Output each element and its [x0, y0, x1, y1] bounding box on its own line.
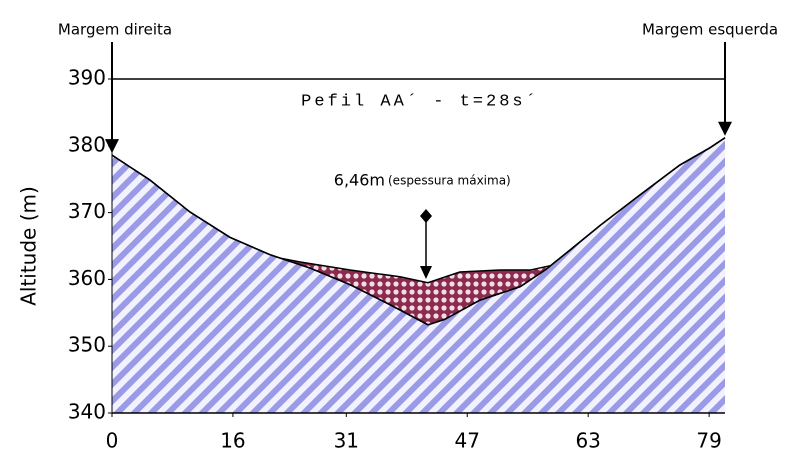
- y-tick-label: 350: [68, 333, 106, 357]
- x-tick-label: 31: [334, 429, 359, 451]
- y-tick-label: 370: [68, 199, 106, 223]
- arrow-head: [718, 121, 732, 136]
- y-tick-label: 360: [68, 266, 106, 290]
- annotation: 6,46m: [334, 171, 385, 190]
- x-tick-label: 0: [106, 429, 119, 451]
- diamond: [420, 209, 432, 223]
- terrain-outline: [111, 137, 726, 326]
- chart-title: Pefil AA´ - t=28s´: [301, 92, 539, 111]
- arrow-head: [420, 266, 432, 279]
- area: [112, 137, 725, 413]
- x-tick-label: 79: [696, 429, 721, 451]
- left-label: Margem direita: [58, 21, 172, 39]
- right-label: Margem esquerda: [642, 21, 778, 39]
- y-axis-label: Altitude (m): [17, 186, 41, 306]
- x-tick-label: 63: [575, 429, 600, 451]
- x-tick-label: 16: [220, 429, 245, 451]
- arrow-head: [105, 139, 119, 154]
- y-tick-label: 340: [68, 400, 106, 424]
- annotation-note: (espessura máxima): [388, 174, 511, 188]
- x-tick-label: 47: [455, 429, 480, 451]
- y-tick-label: 380: [68, 132, 106, 156]
- y-tick-label: 390: [68, 66, 106, 90]
- profile-line: [254, 252, 556, 284]
